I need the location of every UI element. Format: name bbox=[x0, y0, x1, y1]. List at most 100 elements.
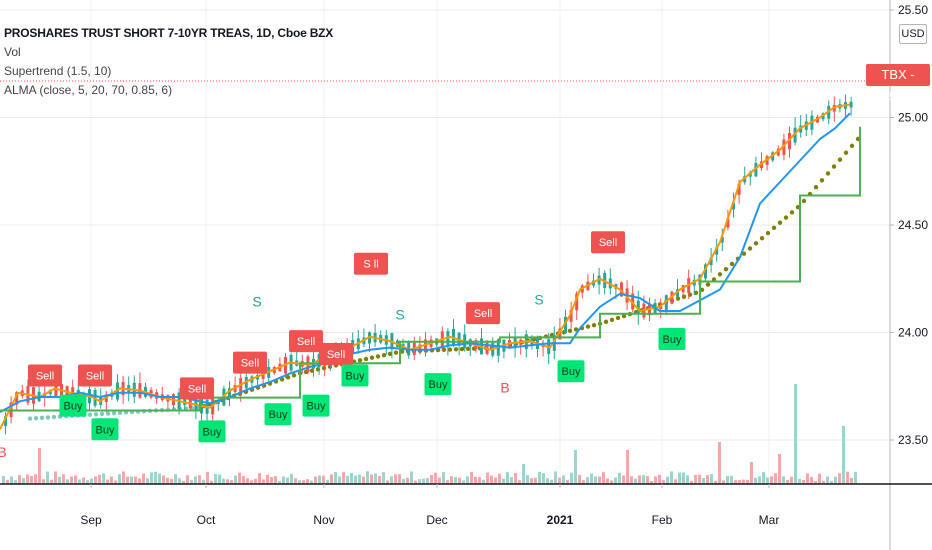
volume-bar bbox=[470, 471, 473, 484]
volume-bar bbox=[286, 477, 289, 484]
volume-bar bbox=[82, 477, 85, 484]
volume-bar bbox=[46, 471, 49, 484]
buy-signal-label: Buy bbox=[64, 401, 83, 413]
sell-signal-box bbox=[180, 377, 214, 400]
trend-dot bbox=[387, 351, 393, 357]
trend-dot bbox=[369, 355, 375, 360]
volume-bar bbox=[454, 476, 457, 484]
trend-dot bbox=[441, 347, 447, 353]
sell-signal-label: Sell bbox=[188, 383, 206, 395]
volume-bar bbox=[278, 480, 281, 484]
volume-bar bbox=[254, 478, 257, 484]
volume-bar bbox=[42, 479, 45, 484]
trend-dot bbox=[723, 266, 729, 272]
last-price-tag: TBX - 25.17 bbox=[866, 64, 930, 104]
volume-bar bbox=[158, 473, 161, 484]
volume-bar bbox=[814, 480, 817, 484]
volume-bar bbox=[734, 480, 737, 484]
volume-bar bbox=[266, 474, 269, 484]
volume-bar bbox=[746, 479, 749, 484]
volume-bar bbox=[290, 473, 293, 484]
volume-bar bbox=[298, 480, 301, 484]
trend-dot bbox=[87, 412, 93, 417]
legend-alma[interactable]: ALMA (close, 5, 20, 70, 0.85, 6) bbox=[4, 83, 173, 97]
volume-bar bbox=[106, 479, 109, 484]
volume-bar bbox=[222, 478, 225, 484]
trend-dot bbox=[837, 157, 843, 162]
volume-bar bbox=[510, 477, 513, 484]
trend-dot bbox=[357, 358, 363, 363]
x-tick-label: Sep bbox=[80, 513, 102, 527]
volume-bar bbox=[542, 473, 545, 484]
volume-bar bbox=[338, 476, 341, 484]
candle-body bbox=[704, 264, 707, 279]
volume-bar bbox=[198, 475, 201, 484]
volume-bar bbox=[486, 472, 489, 484]
buy-signal-box bbox=[59, 394, 87, 417]
volume-bar bbox=[502, 478, 505, 484]
volume-bar bbox=[766, 477, 769, 484]
sell-signal-box bbox=[319, 343, 353, 365]
volume-bar bbox=[478, 477, 481, 484]
volume-bar bbox=[694, 474, 697, 484]
trend-dot bbox=[831, 164, 837, 169]
trend-dot bbox=[741, 251, 747, 256]
trend-dot bbox=[729, 261, 735, 267]
trend-dot bbox=[801, 198, 807, 204]
volume-bar bbox=[806, 473, 809, 484]
buy-signal-box bbox=[91, 418, 119, 441]
volume-bar bbox=[414, 480, 417, 484]
volume-bar bbox=[98, 474, 101, 484]
volume-bar bbox=[354, 475, 357, 484]
volume-bar bbox=[526, 475, 529, 484]
volume-bar bbox=[770, 476, 773, 484]
supertrend-line bbox=[0, 126, 861, 412]
trend-dot bbox=[777, 220, 783, 225]
volume-bar bbox=[22, 478, 25, 484]
volume-bar bbox=[326, 479, 329, 484]
trend-dot bbox=[285, 375, 291, 380]
volume-bar bbox=[314, 476, 317, 484]
volume-bar bbox=[398, 474, 401, 484]
sell-signal-box bbox=[354, 252, 388, 275]
legend-supertrend[interactable]: Supertrend (1.5, 10) bbox=[4, 64, 112, 78]
volume-bar bbox=[458, 477, 461, 484]
volume-bar bbox=[582, 480, 585, 484]
x-tick-label: 2021 bbox=[547, 513, 574, 527]
volume-bar bbox=[366, 471, 369, 484]
volume-bar bbox=[490, 475, 493, 484]
volume-bar bbox=[142, 473, 145, 484]
x-tick-label: Feb bbox=[652, 513, 673, 527]
buy-signal-box bbox=[557, 360, 585, 383]
sell-signal-box bbox=[591, 231, 625, 254]
trend-dot bbox=[447, 347, 453, 352]
volume-bar bbox=[750, 462, 753, 484]
trend-dot bbox=[45, 415, 51, 420]
currency-button[interactable]: USD bbox=[899, 24, 927, 44]
volume-bar bbox=[842, 426, 845, 484]
trend-dot bbox=[321, 365, 327, 371]
volume-bar bbox=[850, 477, 853, 484]
volume-bar bbox=[122, 471, 125, 484]
volume-bar bbox=[518, 480, 521, 484]
buy-signal-label: Buy bbox=[562, 366, 581, 378]
sell-signal-label: Sell bbox=[599, 237, 617, 249]
volume-bar bbox=[190, 480, 193, 484]
candle-body bbox=[715, 247, 719, 255]
volume-bar bbox=[674, 479, 677, 484]
trend-marker-label: S bbox=[252, 294, 261, 310]
trend-dot bbox=[759, 235, 765, 241]
sell-signal-box bbox=[78, 364, 112, 387]
trend-dot bbox=[825, 171, 831, 176]
volume-bar bbox=[242, 476, 245, 484]
sell-signal-box bbox=[233, 351, 267, 374]
legend-vol[interactable]: Vol bbox=[4, 45, 21, 59]
trend-dot bbox=[717, 272, 723, 277]
volume-bar bbox=[274, 476, 277, 484]
volume-bar bbox=[310, 480, 313, 484]
volume-bar bbox=[342, 472, 345, 484]
trend-dot bbox=[99, 411, 105, 417]
volume-bar bbox=[58, 476, 61, 484]
